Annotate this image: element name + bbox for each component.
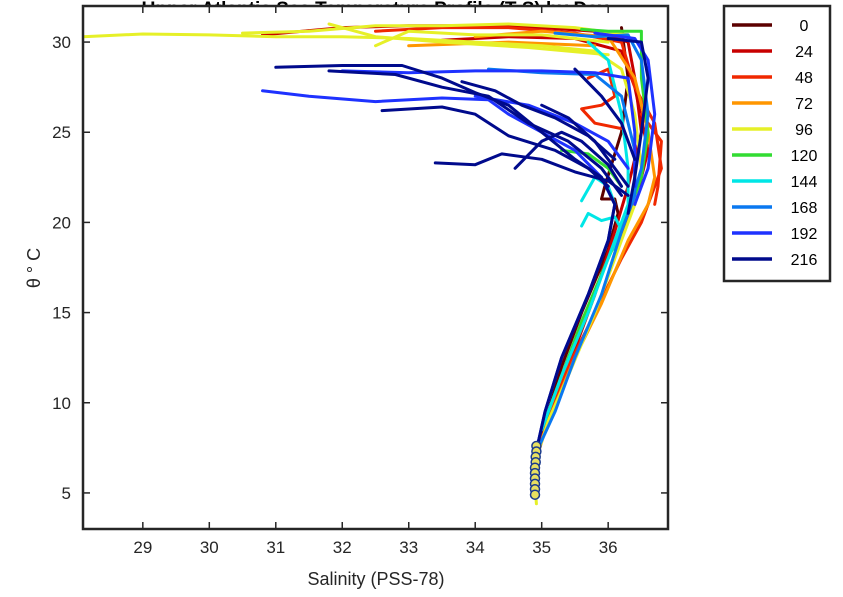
legend-label-72: 72 bbox=[795, 96, 813, 113]
deep-marker-9 bbox=[529, 489, 541, 500]
series-216-line-8 bbox=[573, 67, 637, 161]
x-tick-label-33: 33 bbox=[399, 538, 418, 557]
y-tick-label-20: 20 bbox=[52, 213, 71, 232]
series-216-line-3 bbox=[433, 152, 630, 197]
legend-label-24: 24 bbox=[795, 44, 813, 61]
plot-area bbox=[83, 6, 668, 529]
series-48-line-2 bbox=[639, 112, 663, 206]
series-216-line-7 bbox=[606, 37, 650, 215]
y-tick-label-10: 10 bbox=[52, 394, 71, 413]
x-tick-label-34: 34 bbox=[466, 538, 485, 557]
series-96-line-1 bbox=[241, 22, 630, 37]
legend-label-192: 192 bbox=[791, 226, 818, 243]
y-axis-label: θ ° C bbox=[24, 248, 44, 288]
y-tick-label-30: 30 bbox=[52, 33, 71, 52]
x-axis-ticks: 29 30 31 32 33 34 35 36 bbox=[133, 6, 618, 557]
plot-frame bbox=[81, 4, 670, 531]
series-72-line-1 bbox=[407, 40, 597, 48]
legend-label-144: 144 bbox=[791, 174, 818, 191]
legend-label-48: 48 bbox=[795, 70, 813, 87]
series-216-line-1 bbox=[327, 69, 623, 197]
legend-label-168: 168 bbox=[791, 200, 818, 217]
series-120-line-0 bbox=[540, 27, 650, 432]
x-tick-label-36: 36 bbox=[599, 538, 618, 557]
legend: 0 24 48 72 96 120 144 168 192 216 bbox=[722, 4, 832, 283]
series-216-line-6 bbox=[540, 103, 630, 188]
series-48-line-1 bbox=[580, 67, 623, 131]
y-axis-ticks: 5 10 15 20 25 30 bbox=[52, 33, 668, 503]
series-216-line-2 bbox=[380, 105, 610, 188]
x-axis-label: Salinity (PSS-78) bbox=[307, 569, 444, 589]
legend-label-216: 216 bbox=[791, 252, 818, 269]
y-tick-label-5: 5 bbox=[62, 484, 71, 503]
series-168-line-1 bbox=[553, 31, 650, 215]
x-tick-label-31: 31 bbox=[266, 538, 285, 557]
deep-markers bbox=[529, 440, 542, 500]
x-tick-label-32: 32 bbox=[333, 538, 352, 557]
y-tick-label-25: 25 bbox=[52, 123, 71, 142]
y-tick-label-15: 15 bbox=[52, 304, 71, 323]
series-96-line-0 bbox=[83, 32, 643, 506]
legend-label-0: 0 bbox=[800, 18, 809, 35]
legend-label-96: 96 bbox=[795, 122, 813, 139]
series-192-line-3 bbox=[593, 31, 657, 206]
x-tick-label-35: 35 bbox=[532, 538, 551, 557]
series-96-line-3 bbox=[374, 29, 610, 48]
x-tick-label-30: 30 bbox=[200, 538, 219, 557]
series-lines bbox=[83, 22, 663, 506]
legend-label-120: 120 bbox=[791, 148, 818, 165]
series-216-line-4 bbox=[513, 130, 623, 188]
x-tick-label-29: 29 bbox=[133, 538, 152, 557]
series-144-line-0 bbox=[540, 40, 630, 432]
series-96-line-2 bbox=[327, 22, 610, 57]
